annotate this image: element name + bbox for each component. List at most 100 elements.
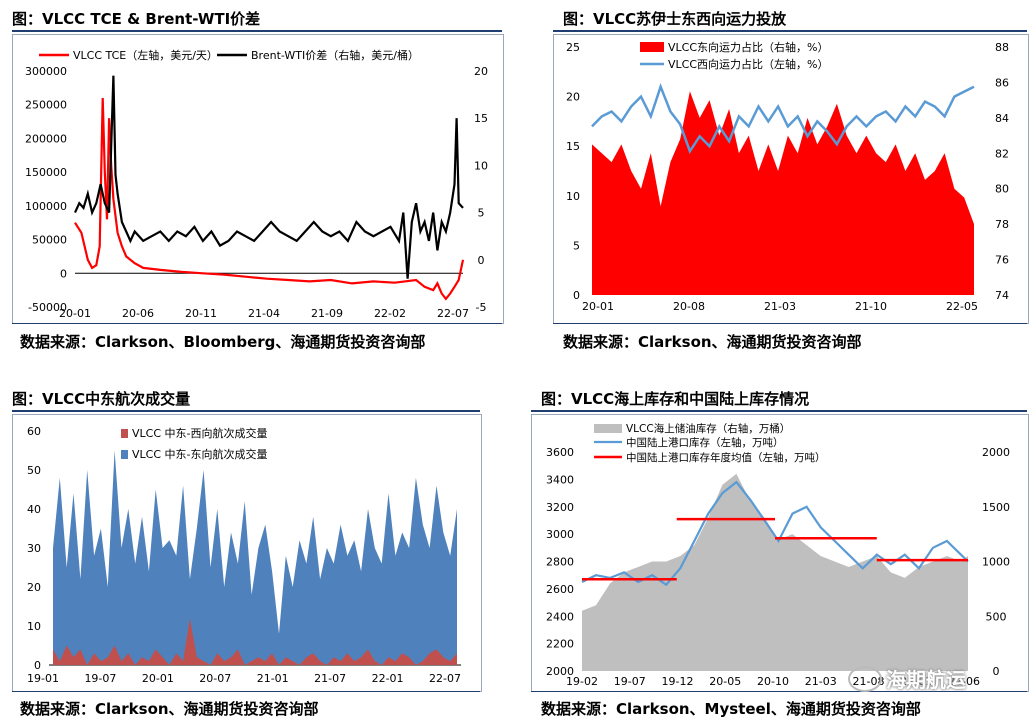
legend-label: Brent-WTI价差（右轴，美元/桶） (251, 48, 419, 62)
y-left-tick-label: 2000 (546, 665, 574, 678)
x-tick-label: 21-04 (248, 307, 280, 320)
x-tick-label: 21-07 (314, 672, 346, 685)
y-right-tick-label: 1000 (982, 556, 1010, 569)
source-voyages: 数据来源：Clarkson、海通期货投资咨询部 (20, 700, 319, 718)
x-tick-label: 20-07 (199, 672, 231, 685)
y-right-tick-label: 2000 (982, 446, 1010, 459)
source-suez: 数据来源：Clarkson、海通期货投资咨询部 (563, 333, 862, 351)
chart-inventory-svg: 3600 3400 3200 3000 2800 2600 2400 2200 2000 2000… (546, 422, 1010, 688)
y-tick-label: 60 (27, 425, 41, 438)
legend-label: VLCC西向运力占比（左轴，%） (668, 57, 828, 71)
x-tick-label: 20-05 (709, 675, 741, 688)
y-left-tick-label: 5 (573, 239, 580, 252)
x-tick-label: 19-02 (566, 675, 598, 688)
x-tick-label: 21-03 (805, 675, 837, 688)
legend-label: VLCC 中东-东向航次成交量 (132, 447, 267, 461)
x-tick-label: 19-07 (614, 675, 646, 688)
x-tick-label: 22-01 (372, 672, 404, 685)
y-right-tick-label: 20 (474, 65, 488, 78)
y-right-tick-label: 88 (995, 41, 1009, 54)
west-share-line (591, 83, 975, 154)
y-tick-label: 10 (27, 620, 41, 633)
source-rule (12, 323, 502, 324)
y-left-tick-label: 150000 (25, 166, 67, 179)
y-left-tick-label: 2400 (546, 610, 574, 623)
title-rule (553, 30, 1027, 32)
y-left-tick-label: 0 (573, 289, 580, 302)
y-right-tick-label: 80 (995, 183, 1009, 196)
y-left-tick-label: 25 (566, 41, 580, 54)
x-tick-label: 19-01 (27, 672, 59, 685)
x-tick-label: 21-01 (257, 672, 289, 685)
source-tce: 数据来源：Clarkson、Bloomberg、海通期货投资咨询部 (20, 333, 426, 351)
y-tick-label: 50 (27, 464, 41, 477)
y-right-tick-label: 82 (995, 147, 1009, 160)
east-share-area (592, 91, 974, 295)
series-line-0 (74, 97, 465, 301)
y-left-tick-label: 50000 (32, 234, 67, 247)
legend-swatch (121, 450, 128, 459)
x-tick-label: 19-12 (662, 675, 694, 688)
legend-swatch (121, 429, 128, 438)
legend-label: VLCC TCE（左轴，美元/天） (73, 48, 218, 62)
wechat-icon (848, 666, 882, 692)
y-left-tick-label: 2200 (546, 638, 574, 651)
y-right-tick-label: 500 (986, 610, 1007, 623)
series-line-1 (73, 75, 464, 279)
chart-tce-svg: 300000 250000 200000 150000 100000 50000 0 -500… (25, 48, 488, 320)
y-right-tick-label: 15 (474, 112, 488, 125)
x-tick-label: 22-07 (437, 307, 469, 320)
y-left-tick-label: 0 (60, 267, 67, 280)
y-right-tick-label: 84 (995, 112, 1009, 125)
y-left-tick-label: 2600 (546, 583, 574, 596)
east-volume-area (53, 450, 457, 665)
y-right-tick-label: 74 (995, 289, 1009, 302)
y-left-tick-label: 3200 (546, 501, 574, 514)
legend-swatch (640, 42, 664, 52)
legend-label: 中国陆上港口库存（左轴，万吨） (626, 436, 784, 449)
x-tick-label: 22-06 (948, 675, 980, 688)
chart-title-suez: 图：VLCC苏伊士东西向运力投放 (563, 10, 787, 28)
y-left-tick-label: 15 (566, 140, 580, 153)
y-left-tick-label: 100000 (25, 200, 67, 213)
source-rule (553, 323, 1027, 324)
x-tick-label: 22-01 (900, 675, 932, 688)
x-tick-label: 21-10 (855, 300, 887, 313)
y-tick-label: 0 (34, 659, 41, 672)
title-rule (12, 30, 502, 32)
chart-inventory: 3600 3400 3200 3000 2800 2600 2400 2200 2000 2000… (531, 414, 1029, 692)
x-tick-label: 19-07 (84, 672, 116, 685)
y-left-tick-label: 3400 (546, 473, 574, 486)
title-rule (12, 410, 480, 412)
y-right-tick-label: 76 (995, 254, 1009, 267)
west-volume-area (53, 618, 457, 665)
legend-label: 中国陆上港口库存年度均值（左轴，万吨） (626, 451, 826, 464)
y-left-tick-label: 2800 (546, 556, 574, 569)
x-tick-label: 22-02 (374, 307, 406, 320)
y-right-tick-label: 5 (478, 207, 485, 220)
x-tick-label: 21-03 (764, 300, 796, 313)
source-rule (12, 691, 480, 692)
x-tick-label: 20-08 (673, 300, 705, 313)
x-tick-label: 21-09 (311, 307, 343, 320)
sea-storage-area (582, 473, 968, 671)
y-tick-label: 40 (27, 503, 41, 516)
y-left-tick-label: 20 (566, 91, 580, 104)
x-tick-label: 20-11 (185, 307, 217, 320)
chart-voyages: 60 50 40 30 20 10 0 19-01 19-07 20-01 20-07 21-01 21… (12, 414, 482, 692)
y-right-tick-label: 78 (995, 218, 1009, 231)
chart-title-inventory: 图：VLCC海上库存和中国陆上库存情况 (541, 390, 810, 408)
y-right-tick-label: -5 (476, 301, 487, 314)
chart-title-tce: 图：VLCC TCE & Brent-WTI价差 (12, 10, 261, 28)
x-tick-label: 20-01 (59, 307, 91, 320)
y-left-tick-label: 3600 (546, 446, 574, 459)
chart-suez: 25 20 15 10 5 0 88 86 84 82 80 78 76 74 20-01 20-08 21-0… (553, 34, 1029, 324)
chart-tce: 300000 250000 200000 150000 100000 50000 0 -500… (12, 34, 504, 324)
y-right-tick-label: 86 (995, 76, 1009, 89)
chart-suez-svg: 25 20 15 10 5 0 88 86 84 82 80 78 76 74 20-01 20-08 21-0… (566, 40, 1009, 313)
y-left-tick-label: -50000 (28, 301, 67, 314)
y-tick-label: 20 (27, 581, 41, 594)
x-tick-label: 20-10 (757, 675, 789, 688)
legend-label: VLCC海上储油库存（右轴，万桶） (626, 422, 790, 435)
chart-title-voyages: 图：VLCC中东航次成交量 (12, 390, 191, 408)
